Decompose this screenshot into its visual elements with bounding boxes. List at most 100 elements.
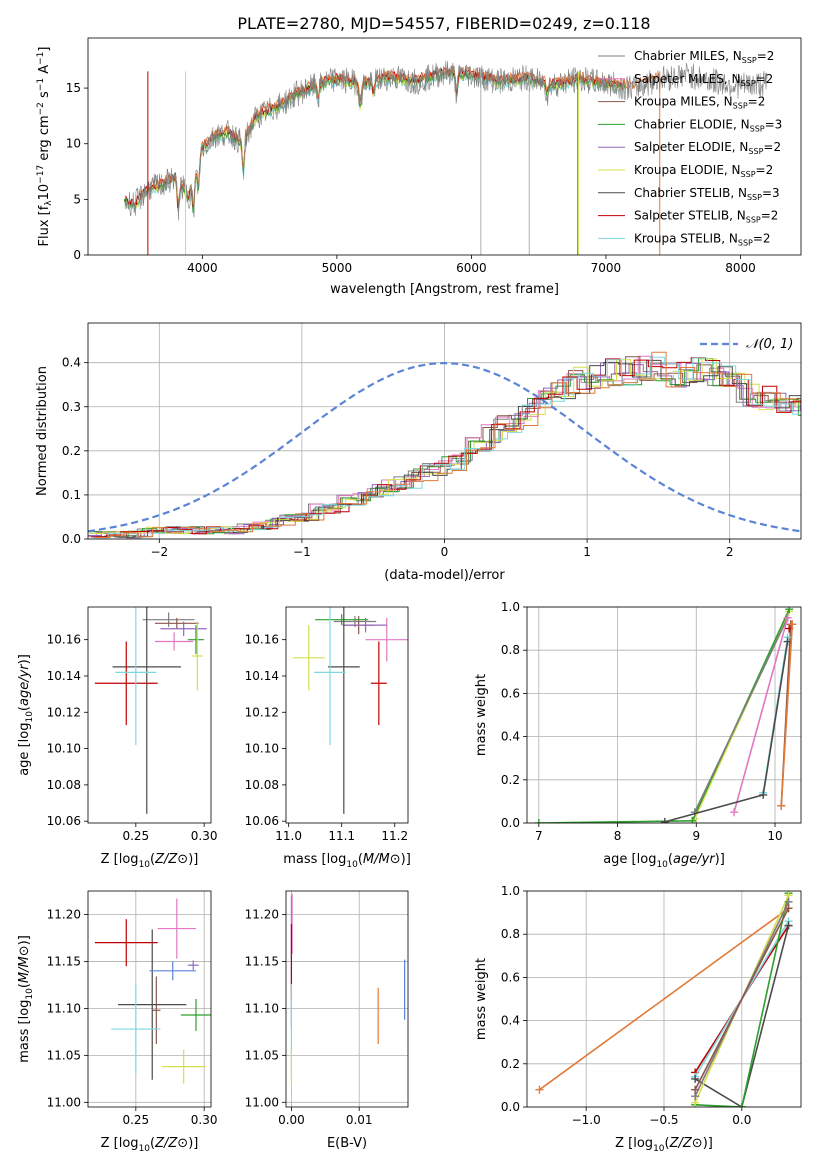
weight-point-marker [783, 637, 792, 646]
weight-series-line [693, 617, 789, 813]
legend-label: Salpeter ELODIE, NSSP=2 [634, 140, 781, 156]
x-tick-label: 6000 [456, 261, 487, 275]
axes-frame [87, 322, 802, 540]
y-tick-label: 0.2 [501, 773, 520, 787]
weight-point-marker [535, 1085, 544, 1094]
x-tick-label: 0.25 [122, 1113, 149, 1127]
y-tick-label: 0.0 [62, 532, 81, 546]
y-tick-label: 10.10 [47, 742, 81, 756]
errorbars-mass_vs_Z [94, 898, 211, 1084]
y-tick-label: 11.00 [245, 1095, 279, 1109]
x-axis-label-residuals: (data-model)/error [384, 568, 505, 583]
x-tick-label: 11.0 [275, 829, 302, 843]
x-tick-label: −1 [293, 545, 311, 559]
axes-spectrum: 4000 5000 6000 7000 8000 0 5 10 15 [66, 60, 768, 275]
y-tick-label: 0.0 [501, 816, 520, 830]
axes-mass_vs_ebv: 0.00 0.01 11.00 11.05 11.10 11.15 11.20 [245, 891, 408, 1127]
axes-mass_vs_Z: 0.25 0.30 11.00 11.05 11.10 11.15 11.20 [47, 891, 218, 1127]
y-tick-label: 11.20 [245, 907, 279, 921]
y-tick-label: 0.2 [501, 1057, 520, 1071]
x-axis-label-age_vs_mass: mass [log10(M/M⊙)] [283, 852, 411, 870]
weight-point-marker [691, 1074, 700, 1083]
y-tick-label: 1.0 [501, 600, 520, 614]
axes-weight_vs_age: 7 8 9 10 0.0 0.2 0.4 0.6 0.8 1.0 [501, 600, 801, 843]
y-axis-label-mass_vs_Z: mass [log10(M/M⊙)] [17, 935, 35, 1063]
weight-lines-weight_vs_age [534, 607, 797, 823]
weight-series-line [539, 907, 789, 1091]
y-tick-label: 11.20 [47, 907, 81, 921]
residual-histogram-step [88, 362, 801, 538]
x-tick-label: 0.30 [191, 829, 218, 843]
axes-frame [526, 890, 802, 1108]
x-tick-label: 1 [583, 545, 591, 559]
x-axis-label-mass_vs_Z: Z [log10(Z/Z⊙)] [101, 1136, 199, 1154]
x-tick-label: 0.30 [191, 1113, 218, 1127]
x-tick-label: 11.1 [328, 829, 355, 843]
y-tick-label: 0.2 [62, 444, 81, 458]
x-tick-label: 5000 [322, 261, 353, 275]
residual-histogram-step [88, 362, 801, 537]
axes-residuals: −2 −1 0 1 2 0.0 0.1 0.2 0.3 0.4 [62, 323, 801, 559]
x-tick-label: 0.01 [346, 1113, 373, 1127]
axes-age_vs_mass: 11.0 11.1 11.2 10.06 10.08 10.10 10.12 10.14 10.… [245, 607, 408, 843]
y-tick-label: 0.4 [501, 730, 520, 744]
axes-frame [285, 606, 409, 824]
y-tick-label: 10.12 [245, 705, 279, 719]
y-tick-label: 10.16 [47, 633, 81, 647]
errorbars-age_vs_mass [292, 607, 408, 814]
weight-point-marker [737, 1103, 746, 1107]
y-tick-label: 10.06 [245, 814, 279, 828]
residual-histogram-step [94, 356, 801, 539]
legend-label: Chabrier ELODIE, NSSP=3 [634, 117, 782, 133]
y-tick-label: 10.12 [47, 705, 81, 719]
y-tick-label: 10.16 [245, 633, 279, 647]
y-tick-label: 0.1 [62, 488, 81, 502]
weight-point-marker [534, 819, 543, 823]
x-tick-label: 0 [441, 545, 449, 559]
y-tick-label: 11.05 [245, 1048, 279, 1062]
gridlines-residuals [88, 323, 801, 540]
y-tick-label: 0.4 [62, 356, 81, 370]
x-tick-label: 0.25 [122, 829, 149, 843]
weight-point-marker [783, 613, 792, 622]
x-axis-label-weight_vs_Z: Z [log10(Z/Z⊙)] [615, 1136, 713, 1154]
residual-histogram-step [90, 359, 801, 538]
legend-label: Kroupa STELIB, NSSP=2 [634, 231, 771, 247]
weight-point-marker [691, 1085, 700, 1094]
gridlines-weight_vs_age [527, 606, 801, 824]
y-tick-label: 10.06 [47, 814, 81, 828]
y-tick-label: 0.8 [501, 927, 520, 941]
y-tick-label: 11.15 [245, 954, 279, 968]
x-tick-label: −2 [150, 545, 168, 559]
residual-histogram-step [88, 356, 801, 539]
legend-label: Kroupa MILES, NSSP=2 [634, 95, 765, 111]
weight-point-marker [777, 801, 786, 810]
weight-series-line [664, 641, 789, 823]
axes-frame [87, 37, 802, 256]
y-tick-label: 1.0 [501, 884, 520, 898]
histogram-lines [88, 351, 801, 539]
residual-histogram-step [95, 351, 801, 538]
y-tick-label: 0.4 [501, 1014, 520, 1028]
errorbars-age_vs_Z [94, 607, 207, 814]
x-tick-label: 10 [767, 829, 782, 843]
spectrum-lines [123, 60, 768, 255]
axes-frame [87, 606, 212, 824]
x-tick-label: 9 [692, 829, 700, 843]
y-axis-label-spectrum: Flux [fλ10−17 erg cm−2 s−1 A−1] [36, 47, 54, 247]
weight-point-marker [660, 817, 669, 823]
x-tick-label: 2 [726, 545, 734, 559]
y-axis-label-age_vs_Z: age [log10(age/yr)] [17, 654, 35, 776]
weight-series-line [695, 893, 790, 1107]
weight-series-line [733, 617, 789, 813]
x-axis-label-spectrum: wavelength [Angstrom, rest frame] [330, 282, 559, 297]
weight-series-line [694, 925, 790, 1107]
x-tick-label: −0.5 [649, 1113, 678, 1127]
figure-title: PLATE=2780, MJD=54557, FIBERID=0249, z=0… [237, 14, 650, 33]
gridlines-mass_vs_Z [88, 891, 211, 1107]
x-tick-label: 7 [535, 829, 543, 843]
weight-point-marker [688, 816, 697, 823]
x-tick-label: 8 [614, 829, 622, 843]
y-tick-label: 11.05 [47, 1048, 81, 1062]
errorbars-mass_vs_ebv [290, 893, 406, 1084]
